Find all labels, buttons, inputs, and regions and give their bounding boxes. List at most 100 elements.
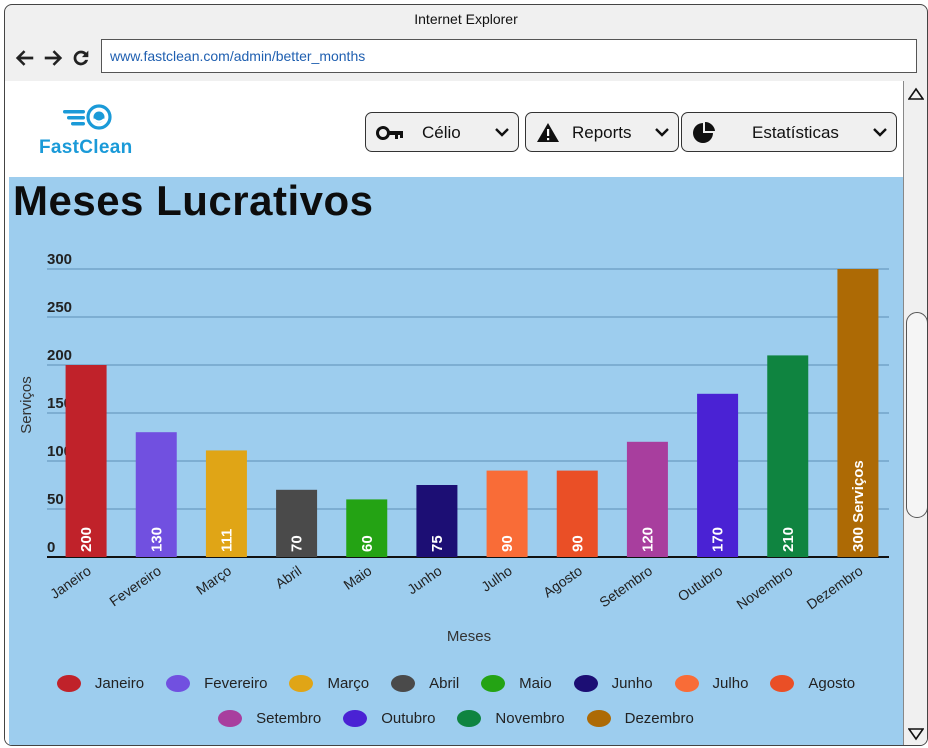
legend-item[interactable]: Março — [289, 675, 369, 692]
legend-label: Maio — [519, 675, 552, 692]
back-button[interactable] — [13, 45, 37, 71]
legend-item[interactable]: Abril — [391, 675, 459, 692]
x-tick-label: Março — [193, 562, 234, 598]
scroll-down-icon[interactable] — [908, 727, 924, 741]
bar-value-label: 90 — [499, 535, 516, 552]
legend-swatch — [391, 675, 416, 692]
site-header: FastClean Célio Reports — [5, 81, 903, 177]
legend-item[interactable]: Julho — [674, 675, 749, 692]
main-content: Meses Lucrativos 0 50 100 150 200 250 300 200 Ja… — [9, 177, 903, 745]
x-tick-label: Fevereiro — [106, 562, 164, 609]
legend-swatch — [481, 675, 506, 692]
legend-row: Setembro Outubro Novembro Dezembro — [9, 710, 903, 727]
legend-item[interactable]: Fevereiro — [166, 675, 267, 692]
legend-item[interactable]: Junho — [573, 675, 653, 692]
legend-row: Janeiro Fevereiro Março Abril Maio Junho Julho… — [9, 675, 903, 692]
legend-swatch — [343, 710, 368, 727]
fastclean-logo[interactable]: FastClean — [39, 103, 159, 163]
legend-label: Setembro — [256, 710, 322, 727]
legend-item[interactable]: Agosto — [770, 675, 855, 692]
warning-icon — [537, 123, 559, 142]
legend-label: Abril — [429, 675, 460, 692]
legend-label: Fevereiro — [204, 675, 268, 692]
legend-swatch — [56, 675, 81, 692]
bar — [65, 365, 107, 557]
bar — [556, 470, 598, 557]
reload-icon — [73, 50, 89, 66]
bar-value-label: 170 — [710, 527, 727, 552]
pie-chart-icon — [693, 122, 715, 143]
address-bar: www.fastclean.com/admin/better_months — [5, 39, 927, 79]
scroll-up-icon[interactable] — [908, 87, 924, 101]
user-menu-button[interactable]: Célio — [365, 112, 519, 152]
legend-label: Junho — [611, 675, 653, 692]
x-tick-label: Agosto — [540, 562, 585, 600]
bar — [837, 269, 879, 557]
bar — [135, 432, 177, 557]
legend-swatch — [289, 675, 314, 692]
x-tick-label: Janeiro — [47, 562, 94, 602]
x-tick-label: Novembro — [733, 562, 795, 612]
legend-swatch — [573, 675, 598, 692]
stats-menu-label: Estatísticas — [752, 123, 839, 142]
stats-menu-button[interactable]: Estatísticas — [681, 112, 897, 152]
legend-label: Outubro — [381, 710, 436, 727]
legend-label: Novembro — [495, 710, 565, 727]
x-tick-label: Maio — [340, 562, 374, 593]
legend-label: Janeiro — [94, 675, 145, 692]
bar-value-label: 200 — [78, 527, 95, 552]
legend-item[interactable]: Janeiro — [56, 675, 145, 692]
legend-label: Julho — [712, 675, 749, 692]
page-title: Meses Lucrativos — [13, 177, 374, 224]
bar — [416, 485, 458, 557]
legend-item[interactable]: Novembro — [457, 710, 565, 727]
vertical-scrollbar[interactable] — [903, 81, 927, 745]
arrow-right-icon — [44, 50, 63, 66]
x-tick-label: Abril — [272, 562, 304, 591]
chevron-down-icon — [655, 128, 669, 137]
legend-swatch — [457, 710, 482, 727]
legend-item[interactable]: Maio — [481, 675, 552, 692]
bar-value-label: 300 Serviços — [850, 460, 867, 552]
chevron-down-icon — [495, 128, 509, 137]
bar-value-label: 90 — [569, 535, 586, 552]
bar — [486, 470, 528, 557]
legend-swatch — [218, 710, 243, 727]
url-field[interactable]: www.fastclean.com/admin/better_months — [101, 39, 917, 73]
legend-swatch — [166, 675, 191, 692]
bar-value-label: 210 — [780, 527, 797, 552]
bar — [626, 441, 668, 557]
legend-label: Março — [327, 675, 370, 692]
bar-value-label: 75 — [429, 535, 446, 552]
chevron-down-icon — [873, 128, 887, 137]
legend-item[interactable]: Outubro — [343, 710, 435, 727]
window-title: Internet Explorer — [414, 11, 518, 27]
page-viewport: FastClean Célio Reports — [5, 81, 903, 745]
key-icon — [376, 126, 403, 140]
bar — [767, 355, 809, 557]
legend-item[interactable]: Setembro — [218, 710, 321, 727]
bar — [346, 499, 388, 557]
y-tick-label: 200 — [47, 347, 72, 364]
arrow-left-icon — [15, 50, 34, 66]
forward-button[interactable] — [41, 45, 65, 71]
x-tick-label: Dezembro — [804, 562, 866, 612]
y-tick-label: 0 — [47, 539, 55, 556]
chart-legend: Janeiro Fevereiro Março Abril Maio Junho Julho… — [9, 675, 903, 745]
y-axis-title: Serviços — [18, 376, 35, 434]
x-tick-label: Junho — [404, 562, 445, 597]
reload-button[interactable] — [69, 45, 93, 71]
legend-label: Agosto — [808, 675, 856, 692]
bar-value-label: 70 — [289, 535, 306, 552]
browser-window: Internet Explorer www.fastclean.com/admi… — [4, 4, 928, 746]
reports-menu-button[interactable]: Reports — [525, 112, 679, 152]
legend-label: Dezembro — [624, 710, 694, 727]
bar-value-label: 60 — [359, 535, 376, 552]
user-menu-label: Célio — [422, 123, 461, 142]
y-tick-label: 50 — [47, 491, 64, 508]
legend-swatch — [586, 710, 611, 727]
legend-swatch — [674, 675, 699, 692]
legend-item[interactable]: Dezembro — [586, 710, 694, 727]
bar — [205, 450, 247, 557]
scrollbar-thumb[interactable] — [906, 312, 927, 518]
